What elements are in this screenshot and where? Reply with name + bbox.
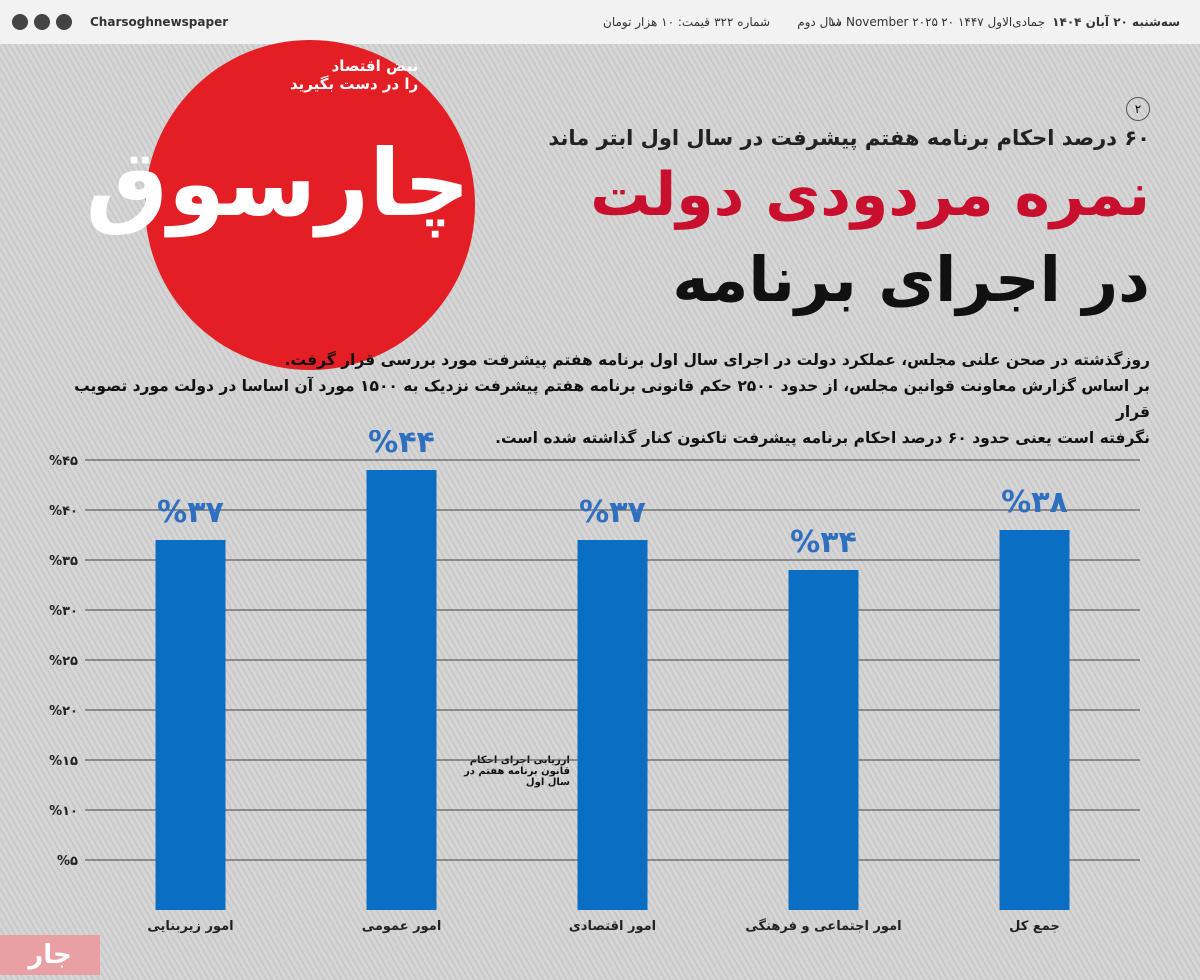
body-line: نگرفته است یعنی حدود ۶۰ درصد احکام برنام… — [495, 429, 1150, 447]
gregorian-date: ۱۱ November ۲۰۲۵ — [829, 15, 938, 29]
value-label: %۳۸ — [1001, 485, 1068, 520]
issue: شماره ۳۲۲ — [714, 15, 770, 29]
x-tick-label: امور عمومی — [362, 919, 442, 934]
headline-2: در اجرای برنامه — [672, 243, 1150, 316]
value-label: %۴۴ — [368, 430, 435, 460]
price: قیمت: ۱۰ هزار تومان — [603, 15, 710, 29]
body-line: بر اساس گزارش معاونت قوانین مجلس، از حدو… — [74, 377, 1150, 421]
tagline-1: نبض اقتصاد — [331, 57, 419, 75]
value-label: %۳۷ — [579, 495, 646, 530]
headline-1: نمره مردودی دولت — [590, 160, 1150, 230]
y-tick-label: %۲۵ — [49, 654, 78, 669]
bar — [366, 470, 437, 910]
value-label: %۳۴ — [790, 525, 857, 560]
y-tick-label: %۳۵ — [49, 554, 78, 569]
page-badge: ۲ — [1126, 97, 1150, 121]
body: روزگذشته در صحن علنی مجلس، عملکرد دولت د… — [40, 347, 1150, 451]
x-tick-label: جمع کل — [1009, 919, 1060, 934]
value-label: %۳۷ — [157, 495, 224, 530]
handle: Charsoghnewspaper — [90, 15, 229, 29]
y-tick-label: %۱۰ — [49, 804, 78, 819]
y-tick-label: %۵ — [57, 854, 78, 869]
corner-badge: جار — [0, 935, 100, 975]
y-tick-label: %۴۵ — [49, 454, 78, 469]
bar — [577, 540, 648, 910]
x-tick-label: امور زیربنایی — [147, 919, 233, 934]
year: سال دوم — [797, 15, 842, 29]
hijri-date: ۲۰ جمادی‌الاول ۱۴۴۷ — [941, 15, 1045, 29]
logo-circle — [145, 40, 475, 370]
date: سه‌شنبه ۲۰ آبان ۱۴۰۴ — [1052, 15, 1180, 29]
y-tick-label: %۳۰ — [49, 604, 78, 619]
logo-name: چارسوق — [85, 130, 470, 237]
x-tick-label: امور اقتصادی — [569, 919, 656, 934]
body-line: روزگذشته در صحن علنی مجلس، عملکرد دولت د… — [284, 351, 1150, 369]
kicker: ۶۰ درصد احکام برنامه هفتم پیشرفت در سال … — [548, 126, 1150, 150]
bar — [999, 530, 1070, 910]
bar — [155, 540, 226, 910]
bar — [788, 570, 859, 910]
y-tick-label: %۱۵ — [49, 754, 78, 769]
header: Charsoghnewspaper سه‌شنبه ۲۰ آبان ۱۴۰۴ ۲… — [0, 0, 1200, 44]
x-tick-label: امور اجتماعی و فرهنگی — [745, 918, 901, 934]
y-tick-label: %۴۰ — [49, 504, 78, 519]
social-icons — [10, 12, 80, 35]
tagline: نبض اقتصاد را در دست بگیرید — [290, 57, 418, 93]
chart: ارزیابی اجرای احکام قانون برنامه هفتم در… — [49, 430, 1140, 934]
y-tick-label: %۲۰ — [49, 704, 78, 719]
tagline-2: را در دست بگیرید — [290, 75, 419, 93]
